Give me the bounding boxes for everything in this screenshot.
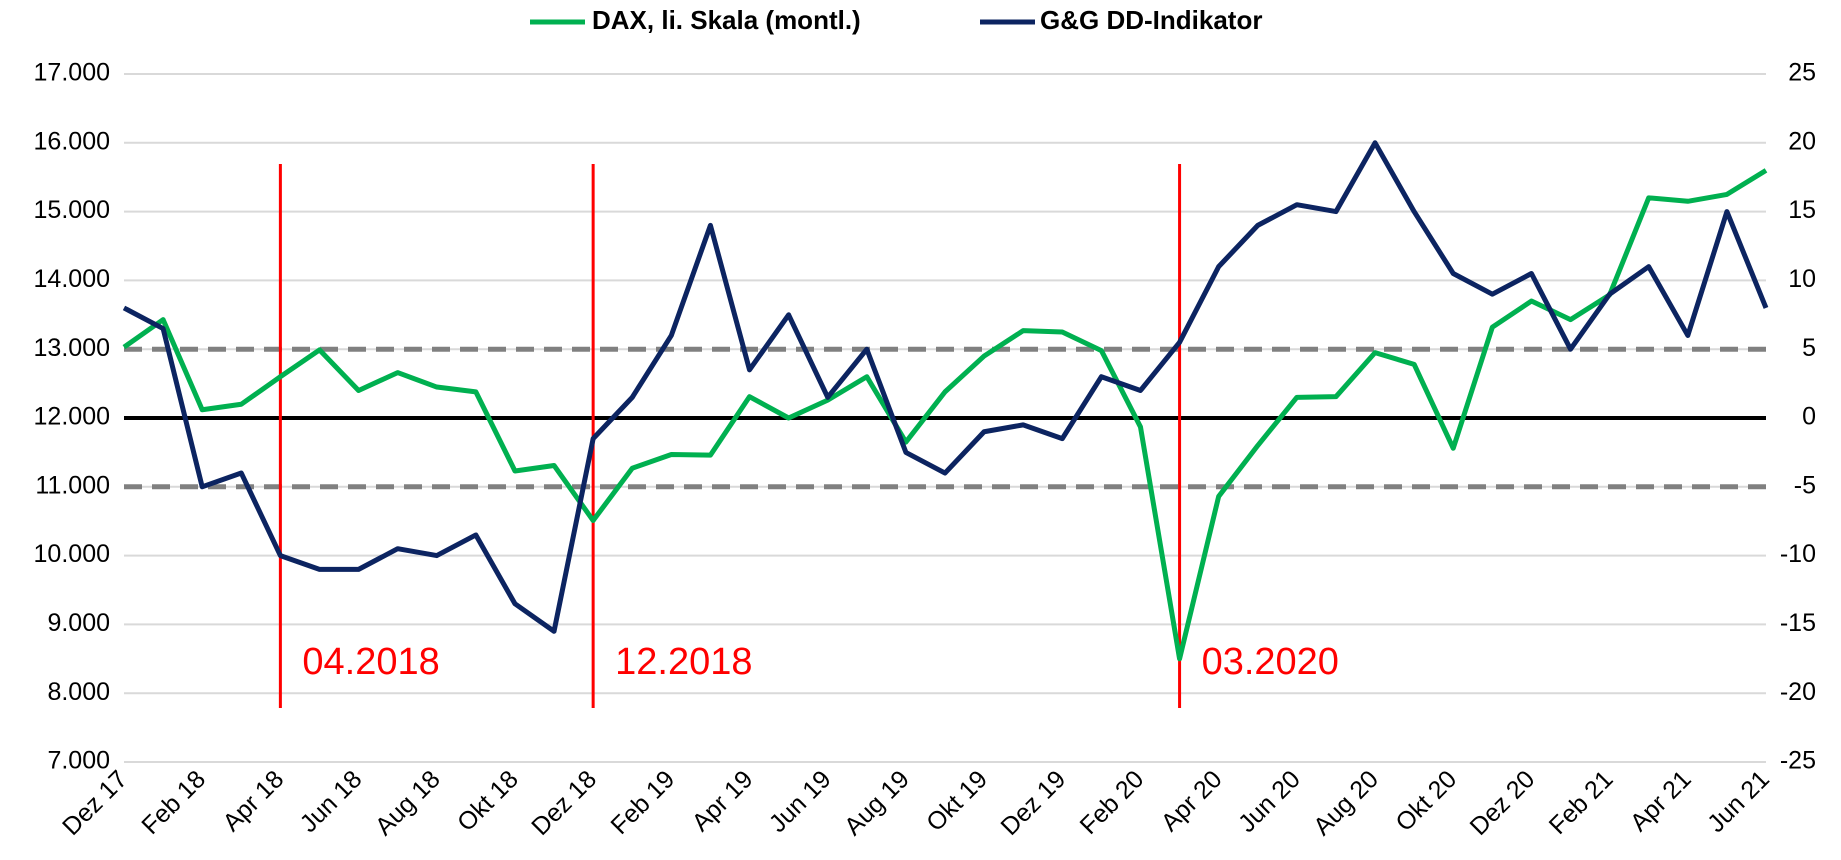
x-tick-label: Apr 19 bbox=[687, 765, 759, 837]
y-tick-label: 8.000 bbox=[47, 678, 110, 706]
x-tick-label: Apr 21 bbox=[1625, 765, 1697, 837]
legend-label: DAX, li. Skala (montl.) bbox=[592, 5, 861, 35]
annotation: 04.2018 bbox=[302, 641, 439, 683]
y2-tick-label: 25 bbox=[1788, 59, 1816, 87]
y-tick-label: 17.000 bbox=[34, 59, 110, 87]
x-tick-label: Dez 17 bbox=[57, 765, 133, 841]
x-tick-label: Feb 18 bbox=[136, 765, 211, 840]
y-tick-label: 9.000 bbox=[47, 609, 110, 637]
x-tick-label: Feb 19 bbox=[605, 765, 680, 840]
y-tick-label: 16.000 bbox=[34, 127, 110, 155]
y-tick-label: 14.000 bbox=[34, 265, 110, 293]
x-tick-label: Apr 20 bbox=[1156, 765, 1228, 837]
x-tick-label: Dez 18 bbox=[526, 765, 602, 841]
series-line bbox=[122, 168, 1768, 662]
x-tick-label: Okt 20 bbox=[1390, 765, 1462, 837]
y-tick-label: 13.000 bbox=[34, 334, 110, 362]
x-tick-label: Okt 18 bbox=[452, 765, 524, 837]
y2-tick-label: 20 bbox=[1788, 127, 1816, 155]
y-tick-label: 12.000 bbox=[34, 403, 110, 431]
x-tick-label: Jun 21 bbox=[1702, 765, 1775, 838]
x-tick-label: Okt 19 bbox=[921, 765, 993, 837]
annotation: 12.2018 bbox=[615, 641, 752, 683]
y2-tick-label: 5 bbox=[1802, 334, 1816, 362]
x-tick-label: Apr 18 bbox=[217, 765, 289, 837]
y2-tick-label: -15 bbox=[1780, 609, 1816, 637]
y-tick-label: 11.000 bbox=[35, 471, 110, 499]
y2-tick-label: -5 bbox=[1794, 471, 1816, 499]
y2-tick-label: 0 bbox=[1802, 403, 1816, 431]
x-tick-label: Jun 20 bbox=[1233, 765, 1306, 838]
x-tick-label: Aug 19 bbox=[839, 765, 915, 841]
y-tick-label: 7.000 bbox=[47, 747, 110, 775]
y-tick-label: 10.000 bbox=[34, 540, 110, 568]
y2-tick-label: -25 bbox=[1780, 747, 1816, 775]
x-tick-label: Feb 21 bbox=[1544, 765, 1619, 840]
x-tick-label: Feb 20 bbox=[1075, 765, 1150, 840]
y-tick-label: 15.000 bbox=[34, 196, 110, 224]
legend: DAX, li. Skala (montl.) G&G DD-Indikator bbox=[530, 5, 1262, 35]
series-line bbox=[122, 140, 1769, 634]
x-tick-label: Jun 19 bbox=[764, 765, 837, 838]
annotation: 03.2020 bbox=[1202, 641, 1339, 683]
y2-tick-label: -10 bbox=[1780, 540, 1816, 568]
y2-tick-label: -20 bbox=[1780, 678, 1816, 706]
y2-tick-label: 15 bbox=[1788, 196, 1816, 224]
x-tick-label: Dez 20 bbox=[1465, 765, 1541, 841]
x-tick-label: Aug 18 bbox=[370, 765, 446, 841]
y2-tick-label: 10 bbox=[1788, 265, 1816, 293]
x-tick-label: Aug 20 bbox=[1308, 765, 1384, 841]
x-tick-label: Dez 19 bbox=[995, 765, 1071, 841]
legend-label: G&G DD-Indikator bbox=[1040, 5, 1262, 35]
x-tick-label: Jun 18 bbox=[295, 765, 368, 838]
